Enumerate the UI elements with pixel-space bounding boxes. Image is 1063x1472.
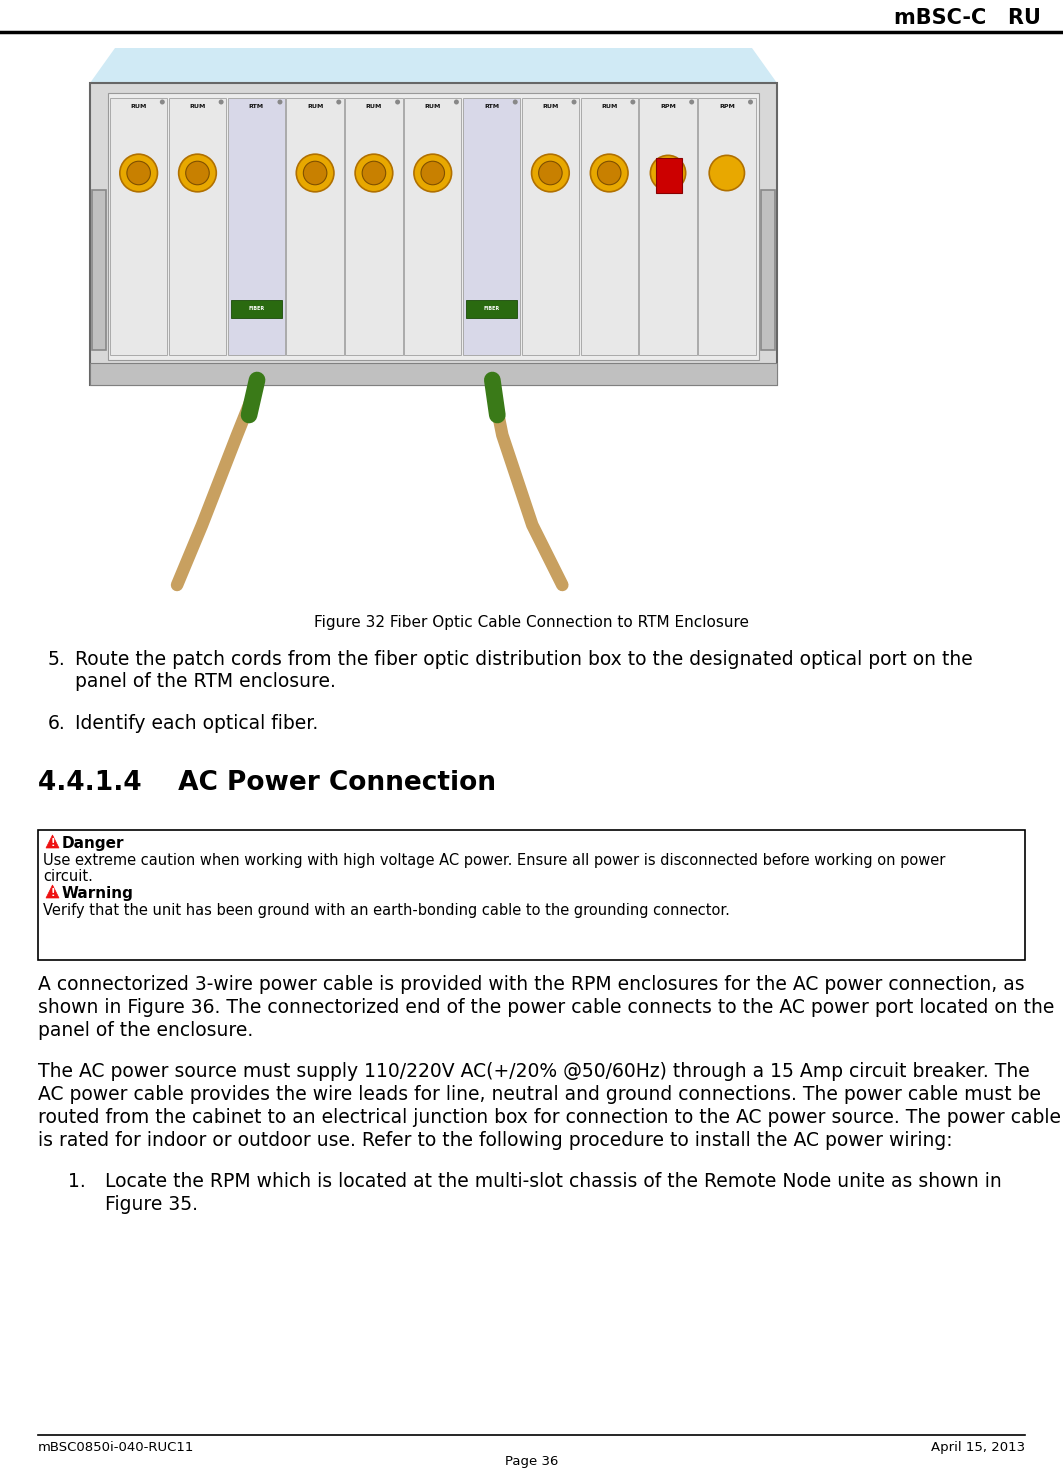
Text: !: ! [50, 839, 55, 848]
Text: !: ! [50, 889, 55, 898]
Text: mBSC-C   RU: mBSC-C RU [894, 7, 1041, 28]
Circle shape [219, 100, 223, 105]
Bar [108, 93, 759, 361]
Bar [522, 99, 579, 355]
Bar [90, 364, 777, 386]
Circle shape [277, 100, 283, 105]
Text: RUM: RUM [366, 105, 382, 109]
Bar [404, 99, 461, 355]
Text: Warning: Warning [62, 886, 134, 901]
Polygon shape [46, 885, 60, 898]
Bar [38, 830, 1025, 960]
Bar [227, 99, 285, 355]
Circle shape [355, 155, 392, 191]
Circle shape [159, 100, 165, 105]
Circle shape [120, 155, 157, 191]
Bar [90, 82, 777, 386]
Text: Use extreme caution when working with high voltage AC power. Ensure all power is: Use extreme caution when working with hi… [43, 852, 945, 868]
Text: RUM: RUM [307, 105, 323, 109]
Bar [109, 99, 167, 355]
Text: Verify that the unit has been ground with an earth-bonding cable to the groundin: Verify that the unit has been ground wit… [43, 902, 730, 919]
Circle shape [414, 155, 452, 191]
Bar [462, 99, 520, 355]
Text: Figure 32 Fiber Optic Cable Connection to RTM Enclosure: Figure 32 Fiber Optic Cable Connection t… [314, 615, 749, 630]
Text: The AC power source must supply 110/220V AC(+/20% @50/60Hz) through a 15 Amp cir: The AC power source must supply 110/220V… [38, 1061, 1030, 1080]
Circle shape [186, 162, 209, 185]
Text: A connectorized 3-wire power cable is provided with the RPM enclosures for the A: A connectorized 3-wire power cable is pr… [38, 974, 1025, 994]
Text: 1.: 1. [68, 1172, 86, 1191]
Text: circuit.: circuit. [43, 868, 92, 885]
Text: RUM: RUM [542, 105, 558, 109]
Circle shape [336, 100, 341, 105]
Text: RUM: RUM [189, 105, 205, 109]
Text: Locate the RPM which is located at the multi-slot chassis of the Remote Node uni: Locate the RPM which is located at the m… [105, 1172, 1001, 1191]
Circle shape [362, 162, 386, 185]
Text: 5.: 5. [48, 651, 66, 668]
Circle shape [539, 162, 562, 185]
Bar [639, 99, 696, 355]
Circle shape [748, 100, 753, 105]
Text: shown in Figure 36. The connectorized end of the power cable connects to the AC : shown in Figure 36. The connectorized en… [38, 998, 1054, 1017]
Text: 4.4.1.4    AC Power Connection: 4.4.1.4 AC Power Connection [38, 770, 496, 796]
Circle shape [651, 156, 686, 191]
Bar [231, 300, 282, 318]
Circle shape [572, 100, 576, 105]
Circle shape [590, 155, 628, 191]
Text: is rated for indoor or outdoor use. Refer to the following procedure to install : is rated for indoor or outdoor use. Refe… [38, 1130, 952, 1150]
Bar [92, 190, 106, 350]
Text: Identify each optical fiber.: Identify each optical fiber. [75, 714, 318, 733]
Text: April 15, 2013: April 15, 2013 [931, 1441, 1025, 1454]
Circle shape [630, 100, 636, 105]
Text: RTM: RTM [249, 105, 264, 109]
Text: RUM: RUM [131, 105, 147, 109]
Bar [466, 300, 518, 318]
Bar [345, 99, 403, 355]
Circle shape [179, 155, 216, 191]
Text: Route the patch cords from the fiber optic distribution box to the designated op: Route the patch cords from the fiber opt… [75, 651, 973, 668]
Text: routed from the cabinet to an electrical junction box for connection to the AC p: routed from the cabinet to an electrical… [38, 1108, 1061, 1128]
Polygon shape [46, 835, 60, 848]
Bar [698, 99, 756, 355]
Circle shape [395, 100, 400, 105]
Circle shape [512, 100, 518, 105]
Text: mBSC0850i-040-RUC11: mBSC0850i-040-RUC11 [38, 1441, 195, 1454]
Bar [656, 158, 682, 193]
Bar [169, 99, 226, 355]
Bar [286, 99, 343, 355]
Text: AC power cable provides the wire leads for line, neutral and ground connections.: AC power cable provides the wire leads f… [38, 1085, 1041, 1104]
Bar [580, 99, 638, 355]
Text: RTM: RTM [484, 105, 500, 109]
Circle shape [421, 162, 444, 185]
Circle shape [597, 162, 621, 185]
Text: RUM: RUM [424, 105, 441, 109]
Text: panel of the RTM enclosure.: panel of the RTM enclosure. [75, 673, 336, 690]
Text: FIBER: FIBER [249, 306, 265, 312]
Text: RUM: RUM [601, 105, 618, 109]
Text: panel of the enclosure.: panel of the enclosure. [38, 1022, 253, 1041]
Circle shape [454, 100, 459, 105]
Text: 6.: 6. [48, 714, 66, 733]
Text: Figure 35.: Figure 35. [105, 1195, 198, 1214]
Circle shape [532, 155, 569, 191]
Circle shape [297, 155, 334, 191]
Text: RPM: RPM [719, 105, 735, 109]
Text: Page 36: Page 36 [505, 1454, 558, 1468]
Text: Danger: Danger [62, 836, 124, 851]
Circle shape [709, 156, 744, 191]
Polygon shape [90, 49, 777, 82]
Bar [761, 190, 775, 350]
Circle shape [689, 100, 694, 105]
Text: FIBER: FIBER [484, 306, 500, 312]
Circle shape [303, 162, 327, 185]
Circle shape [126, 162, 151, 185]
Text: RPM: RPM [660, 105, 676, 109]
